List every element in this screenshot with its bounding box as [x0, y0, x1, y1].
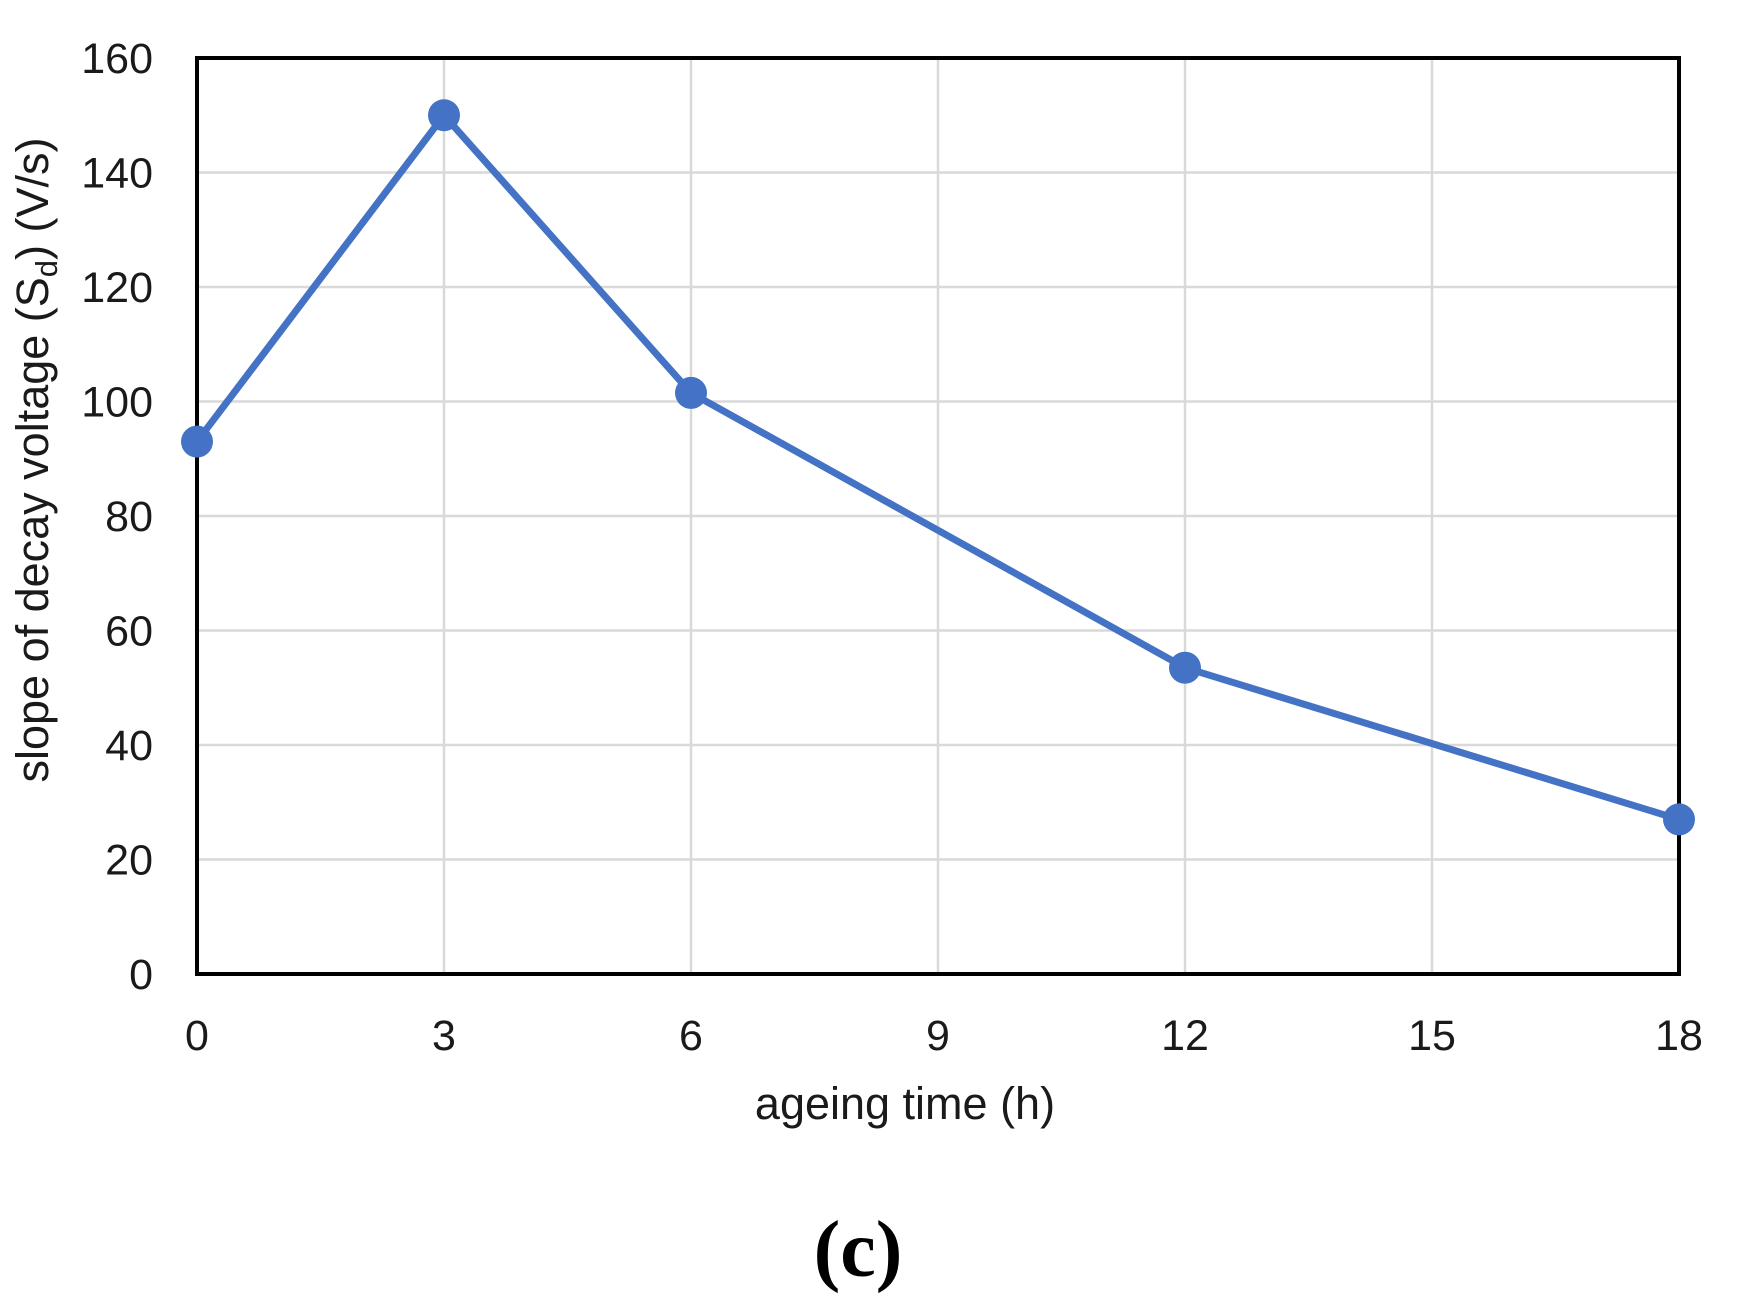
data-point [181, 425, 213, 458]
data-point [1169, 651, 1201, 684]
y-tick-label: 120 [81, 264, 153, 312]
x-tick-label: 3 [432, 1012, 456, 1060]
x-axis-title: ageing time (h) [755, 1078, 1055, 1129]
y-tick-label: 100 [81, 379, 153, 427]
y-tick-label: 80 [105, 493, 153, 541]
x-axis-tick-labels: 0 3 6 9 12 15 18 [185, 1012, 1703, 1060]
series-markers [181, 99, 1695, 836]
gridlines [197, 58, 1679, 974]
y-tick-label: 40 [105, 722, 153, 770]
y-axis-tick-labels: 0 20 40 60 80 100 120 140 160 [81, 35, 153, 999]
figure-caption: (c) [814, 1206, 903, 1294]
x-tick-label: 15 [1408, 1012, 1456, 1060]
x-tick-label: 12 [1161, 1012, 1209, 1060]
y-axis-title-subscript: d [29, 260, 64, 277]
data-point [1663, 803, 1695, 836]
x-tick-label: 18 [1655, 1012, 1703, 1060]
y-axis-title-text: slope of decay voltage (S [7, 277, 58, 782]
x-tick-label: 6 [679, 1012, 703, 1060]
y-tick-label: 0 [129, 951, 153, 999]
y-tick-label: 140 [81, 150, 153, 198]
y-tick-label: 160 [81, 35, 153, 83]
data-point [675, 376, 707, 409]
x-tick-label: 0 [185, 1012, 209, 1060]
data-point [428, 99, 460, 132]
y-axis-title: slope of decay voltage (Sd) (V/s) [7, 137, 64, 782]
y-axis-title-text-end: ) (V/s) [7, 137, 58, 259]
plot-border [195, 56, 1681, 976]
y-tick-label: 20 [105, 837, 153, 885]
x-tick-label: 9 [926, 1012, 950, 1060]
y-tick-label: 60 [105, 608, 153, 656]
